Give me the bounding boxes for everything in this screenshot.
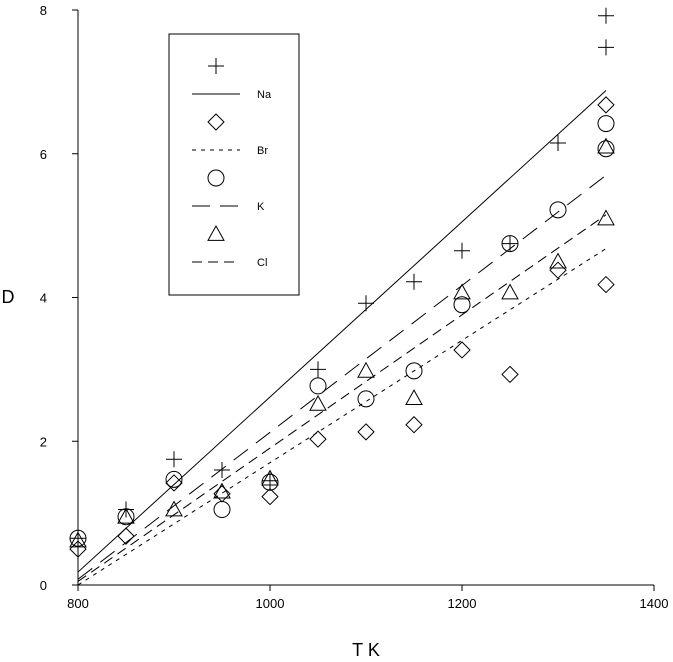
fit-line-br [77, 248, 607, 586]
y-axis-label: D [2, 287, 15, 307]
legend-marker-na [208, 58, 224, 74]
y-ticks: 0 2 4 6 8 [40, 3, 78, 593]
point-k [165, 470, 183, 488]
y-tick-label: 6 [40, 147, 47, 162]
fit-line-cl [77, 214, 607, 582]
point-cl [501, 283, 519, 300]
point-cl [405, 389, 423, 406]
point-na [214, 462, 230, 478]
point-cl [165, 500, 183, 517]
legend-label-na: Na [257, 89, 272, 101]
point-br [597, 275, 615, 294]
point-cl [549, 252, 567, 269]
point-cl [309, 394, 327, 411]
y-tick-label: 8 [40, 3, 47, 18]
point-br [261, 487, 279, 506]
point-k [69, 529, 87, 547]
legend-marker-br [207, 113, 225, 131]
legend-box [168, 33, 300, 296]
point-br [357, 423, 375, 441]
point-na [550, 134, 566, 151]
point-cl [117, 507, 135, 524]
x-axis-label: T K [352, 640, 380, 660]
legend-marker-cl [207, 224, 225, 241]
point-na [598, 7, 614, 24]
point-k [597, 115, 615, 133]
fit-line-na [77, 90, 607, 573]
point-na [598, 39, 614, 56]
fit-lines [77, 90, 607, 586]
point-br [597, 96, 615, 114]
point-k [453, 296, 471, 314]
point-br [453, 341, 471, 359]
x-tick-label: 1400 [640, 596, 669, 611]
legend: Na Br K Cl [168, 33, 300, 296]
point-cl [357, 361, 375, 378]
point-br [165, 474, 183, 492]
point-cl [597, 137, 615, 154]
point-cl [69, 531, 87, 548]
point-br [405, 416, 423, 434]
x-tick-label: 800 [67, 596, 89, 611]
point-br [309, 430, 327, 448]
point-k [213, 501, 231, 519]
point-cl [261, 469, 279, 486]
legend-label-k: K [257, 201, 265, 213]
y-tick-label: 2 [40, 434, 47, 449]
point-br [117, 527, 135, 545]
point-na [358, 295, 374, 312]
data-markers [69, 7, 615, 558]
legend-marker-k [207, 169, 225, 187]
legend-label-cl: Cl [257, 257, 267, 269]
series-na [70, 7, 614, 547]
y-tick-label: 4 [40, 291, 47, 306]
y-tick-label: 0 [40, 578, 47, 593]
point-k [357, 390, 375, 408]
legend-label-br: Br [257, 145, 268, 157]
point-k [405, 362, 423, 380]
series-cl [69, 137, 615, 548]
point-k [549, 201, 567, 219]
x-tick-label: 1000 [256, 596, 285, 611]
point-k [597, 140, 615, 158]
point-na [454, 242, 470, 259]
point-cl [597, 209, 615, 226]
point-cl [453, 283, 471, 300]
point-br [501, 365, 519, 384]
point-k [501, 235, 519, 253]
point-na [406, 273, 422, 290]
point-cl [213, 482, 231, 499]
x-ticks: 800 1000 1200 1400 [67, 585, 668, 611]
x-tick-label: 1200 [448, 596, 477, 611]
point-na [166, 451, 182, 468]
point-na [310, 361, 326, 378]
series-k [69, 115, 615, 547]
fit-line-k [77, 174, 607, 580]
series-br [69, 96, 615, 558]
point-k [261, 473, 279, 491]
point-k [309, 377, 327, 395]
point-na [502, 235, 518, 252]
